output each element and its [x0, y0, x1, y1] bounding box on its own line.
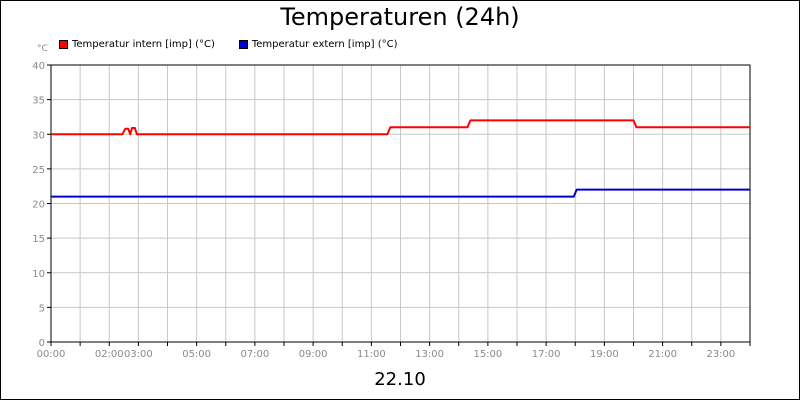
- x-tick-label: 13:00: [415, 349, 444, 360]
- x-tick-label: 02:00: [95, 349, 124, 360]
- y-tick-label: 10: [32, 269, 45, 280]
- plot-border: [50, 64, 751, 343]
- legend-item-extern: Temperatur extern [imp] (°C): [238, 39, 398, 50]
- y-tick-label: 40: [32, 61, 45, 72]
- x-tick-label: 09:00: [299, 349, 328, 360]
- x-tick-label: 15:00: [473, 349, 502, 360]
- x-tick-label: 07:00: [240, 349, 269, 360]
- legend-label-intern: Temperatur intern [imp] (°C): [72, 39, 215, 50]
- x-tick-label: 05:00: [182, 349, 211, 360]
- x-tick-label: 11:00: [357, 349, 386, 360]
- series-line-0: [51, 119, 750, 136]
- y-unit-label: °C: [37, 44, 48, 54]
- x-tick-label: 19:00: [590, 349, 619, 360]
- legend-label-extern: Temperatur extern [imp] (°C): [251, 39, 398, 50]
- y-tick-label: 5: [39, 303, 45, 314]
- y-tick-label: 15: [32, 234, 45, 245]
- x-tick-label: 00:00: [37, 349, 66, 360]
- y-tick-label: 20: [32, 200, 45, 211]
- x-axis-date-label: 22.10: [374, 369, 426, 390]
- legend-swatch-extern: [238, 40, 248, 49]
- series-line-1: [51, 188, 750, 198]
- x-tick-label: 23:00: [706, 349, 735, 360]
- chart-title: Temperaturen (24h): [280, 3, 520, 31]
- y-tick-label: 35: [32, 96, 45, 107]
- x-tick-label: 21:00: [648, 349, 677, 360]
- legend-item-intern: Temperatur intern [imp] (°C): [59, 39, 215, 50]
- x-tick-label: 03:00: [124, 349, 153, 360]
- x-tick-label: 17:00: [532, 349, 561, 360]
- y-tick-label: 0: [39, 338, 45, 349]
- legend-swatch-intern: [59, 40, 68, 49]
- y-tick-label: 30: [32, 130, 45, 141]
- y-tick-label: 25: [32, 165, 45, 176]
- legend: Temperatur intern [imp] (°C) Temperatur …: [59, 39, 398, 50]
